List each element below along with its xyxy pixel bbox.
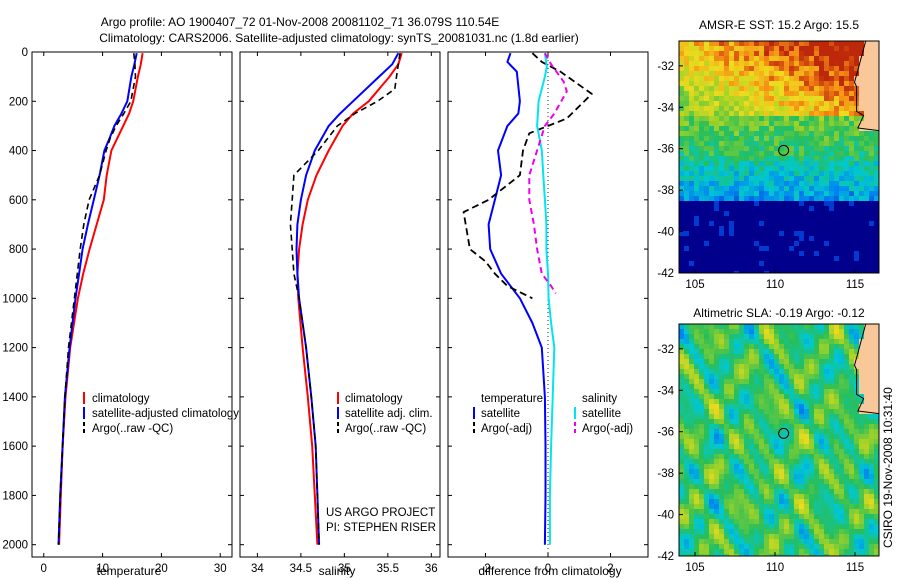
series-line-argo-raw-qc- (57, 53, 137, 545)
sla-map-panel: Altimetric SLA: -0.19 Argo: -0.12 105 110 1… (657, 306, 880, 574)
y-tick-label: 1600 (2, 441, 28, 453)
project-label: US ARGO PROJECT (326, 507, 435, 519)
map-y-tick-label: -36 (657, 427, 674, 439)
y-tick-label: 1800 (2, 490, 28, 502)
y-tick-label: 2000 (2, 540, 28, 552)
figure-title-line2: Climatology: CARS2006. Satellite-adjuste… (99, 31, 579, 45)
credit-label: CSIRO 19-Nov-2008 10:31:40 (881, 387, 895, 548)
series-line-climatology (58, 53, 144, 545)
y-tick-label: 200 (9, 96, 28, 108)
map-frame (678, 40, 880, 274)
map-title: Altimetric SLA: -0.19 Argo: -0.12 (693, 306, 865, 320)
legend-label-argo: Argo(..raw -QC) (345, 423, 426, 435)
y-tick-label: 600 (9, 195, 28, 207)
x-axis-label: salinity (319, 564, 356, 578)
pi-label: PI: STEPHEN RISER (326, 522, 436, 534)
y-tick-label: 1000 (2, 293, 28, 305)
coastline (853, 41, 879, 132)
series-line-satellite-adj-clim- (295, 52, 400, 545)
x-tick-label: 0 (545, 563, 551, 575)
series-line-salinity-satellite (536, 53, 556, 545)
salinity-legend: climatology satellite adj. clim. Argo(..… (326, 392, 436, 534)
map-y-tick-label: -36 (657, 144, 674, 156)
legend-heading-temperature: temperature (481, 393, 543, 405)
x-tick-label: 10 (96, 563, 109, 575)
x-axis-label: temperature (97, 564, 162, 578)
x-tick-label: 35.5 (377, 563, 399, 575)
difference-legend: temperature satellite Argo(-adj) salinit… (473, 393, 633, 435)
sst-map-panel: AMSR-E SST: 15.2 Argo: 15.5 105 110 115 -32 -… (657, 18, 880, 291)
y-tick-label: 1200 (2, 343, 28, 355)
legend-label-temp-argo: Argo(-adj) (481, 423, 532, 435)
series-line-temperature-satellite (487, 52, 547, 545)
map-x-tick-label: 110 (766, 279, 784, 291)
temperature-legend: climatology satellite-adjusted climatolo… (83, 392, 239, 435)
map-y-tick-label: -40 (657, 227, 674, 239)
map-y-tick-label: -34 (657, 385, 674, 397)
x-tick-label: 30 (214, 563, 227, 575)
map-field (679, 41, 879, 273)
y-tick-label: 800 (9, 244, 28, 256)
argo-float-marker (778, 144, 790, 156)
legend-label-climatology: climatology (92, 393, 150, 405)
legend-label-sal-argo: Argo(-adj) (582, 423, 633, 435)
x-tick-label: -2 (480, 563, 490, 575)
x-tick-label: 35 (338, 563, 351, 575)
x-tick-label: 34.5 (290, 563, 312, 575)
series-line-satellite-adjusted-climatology (57, 52, 138, 545)
figure-title-line1: Argo profile: AO 1900407_72 01-Nov-2008 … (101, 15, 500, 29)
legend-label-climatology: climatology (345, 393, 403, 405)
x-tick-label: 0 (41, 563, 47, 575)
map-x-tick-label: 105 (685, 279, 704, 291)
y-tick-label: 400 (9, 146, 28, 158)
x-tick-label: 36 (425, 563, 438, 575)
map-y-tick-label: -42 (657, 551, 674, 563)
series-line-temperature-argo-adj- (462, 52, 593, 300)
x-tick-label: 34 (251, 563, 264, 575)
series-line-climatology (296, 52, 403, 545)
legend-heading-salinity: salinity (582, 393, 617, 405)
map-title: AMSR-E SST: 15.2 Argo: 15.5 (699, 18, 859, 32)
map-frame (678, 323, 880, 557)
map-y-tick-label: -34 (657, 102, 674, 114)
legend-label-satellite-adjusted: satellite-adjusted climatology (92, 408, 239, 420)
argo-float-marker (778, 427, 790, 439)
legend-label-temp-satellite: satellite (481, 408, 520, 420)
map-y-tick-label: -38 (657, 185, 674, 197)
map-x-tick-label: 110 (766, 562, 784, 574)
map-y-tick-label: -42 (657, 268, 674, 280)
plot-frame (31, 51, 233, 558)
map-x-tick-label: 115 (846, 279, 864, 291)
x-axis-label: difference from climatology (478, 564, 621, 578)
y-tick-label: 0 (22, 47, 28, 59)
map-x-tick-label: 115 (846, 562, 864, 574)
plot-frame (239, 51, 441, 558)
legend-label-satellite-adj: satellite adj. clim. (345, 408, 433, 420)
map-x-tick-label: 105 (685, 562, 704, 574)
legend-label-sal-satellite: satellite (582, 408, 621, 420)
coastline (853, 324, 879, 415)
map-y-tick-label: -32 (657, 61, 674, 73)
map-y-tick-label: -32 (657, 344, 674, 356)
temperature-profile-panel: 0 10 20 30 0 200 400 600 800 1000 1200 1400 1600 1800… (2, 47, 233, 578)
x-tick-label: 2 (607, 563, 613, 575)
map-y-tick-label: -40 (657, 510, 674, 522)
x-tick-label: 20 (155, 563, 168, 575)
series-line-argo-raw-qc- (289, 53, 401, 545)
series-line-salinity-argo-adj- (528, 52, 568, 294)
map-y-tick-label: -38 (657, 468, 674, 480)
salinity-profile-panel: 34 34.5 35 35.5 36 salinity (239, 51, 441, 578)
y-tick-label: 1400 (2, 392, 28, 404)
legend-label-argo: Argo(..raw -QC) (92, 423, 173, 435)
map-field (679, 324, 879, 556)
